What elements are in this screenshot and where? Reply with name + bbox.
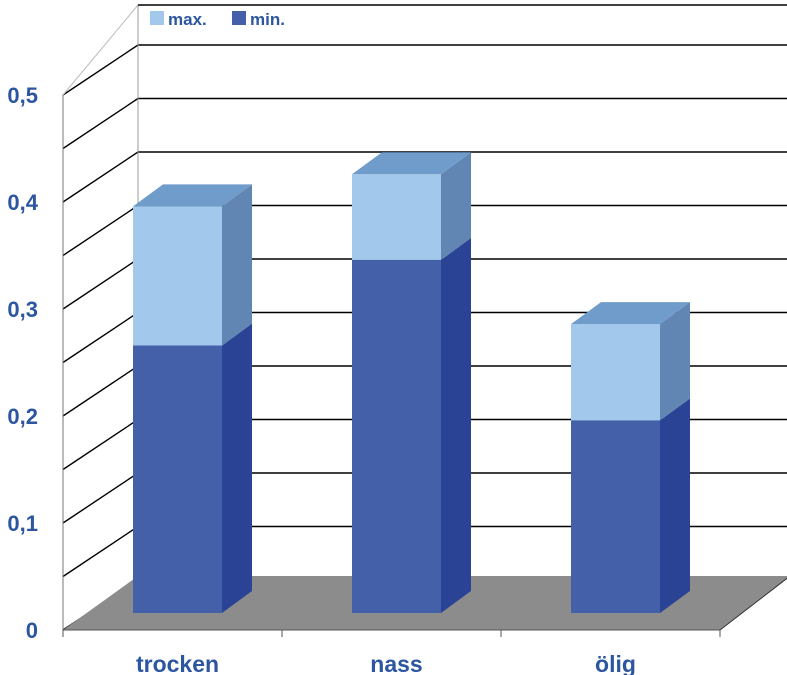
bar-min-1 — [352, 259, 441, 613]
category-label-0: trocken — [136, 651, 219, 675]
y-tick-label: 0,1 — [7, 511, 38, 536]
y-tick-label: 0,2 — [7, 404, 38, 429]
side-gridline — [62, 44, 139, 96]
chart-bars — [133, 152, 690, 613]
side-gridline — [62, 258, 139, 310]
bar-min-side-2 — [660, 398, 690, 613]
y-tick-label: 0 — [26, 618, 38, 643]
y-tick-label: 0,5 — [7, 83, 38, 108]
y-axis-tick-labels: 0 0,1 0,2 0,3 0,4 0,5 — [7, 83, 38, 643]
category-label-2: ölig — [595, 651, 636, 675]
y-tick-label: 0,4 — [7, 190, 38, 215]
side-gridline — [62, 151, 139, 203]
legend-label-min: min. — [250, 10, 285, 29]
bar-min-2 — [571, 420, 660, 613]
bar-top-1 — [352, 152, 471, 175]
x-axis-category-labels: trocken nass ölig — [136, 651, 636, 675]
y-tick-label: 0,3 — [7, 297, 38, 322]
bar-max-side-2 — [660, 302, 690, 421]
legend: max. min. — [150, 10, 285, 29]
side-wall-top-edge — [62, 4, 139, 96]
bar-max-0 — [133, 206, 222, 346]
bar-top-0 — [133, 184, 252, 207]
bar-min-side-0 — [222, 323, 252, 613]
bar-top-2 — [571, 302, 690, 325]
bar-min-side-1 — [441, 237, 471, 613]
bar-max-2 — [571, 324, 660, 421]
bar-max-1 — [352, 174, 441, 260]
legend-swatch-max — [150, 11, 164, 25]
side-gridline — [62, 418, 139, 471]
category-label-1: nass — [370, 651, 422, 675]
side-gridline — [62, 204, 139, 257]
side-gridline — [62, 97, 139, 150]
bar-max-side-1 — [441, 152, 471, 260]
bar-min-0 — [133, 345, 222, 613]
side-gridline — [62, 311, 139, 364]
side-gridline — [62, 365, 139, 417]
legend-swatch-min — [232, 11, 246, 25]
side-gridline — [62, 525, 139, 578]
bar-max-side-0 — [222, 184, 252, 346]
side-gridline — [62, 472, 139, 524]
floor-right-edge — [719, 577, 787, 631]
legend-label-max: max. — [168, 10, 207, 29]
